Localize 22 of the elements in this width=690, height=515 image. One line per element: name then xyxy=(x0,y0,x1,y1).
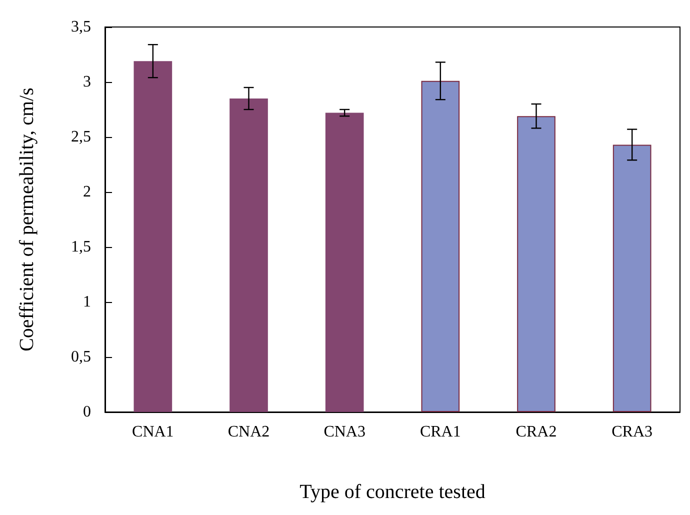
x-tick-label: CRA1 xyxy=(420,424,461,440)
x-tick-label: CRA2 xyxy=(516,424,557,440)
x-axis-title: Type of concrete tested xyxy=(300,481,486,503)
y-tick-label: 0,5 xyxy=(71,348,91,366)
y-tick-label: 1 xyxy=(83,294,91,310)
bar xyxy=(325,112,364,412)
x-tick-label: CNA1 xyxy=(132,424,174,440)
y-tick-label: 3 xyxy=(83,74,91,90)
y-tick-label: 3,5 xyxy=(71,18,91,36)
y-tick-label: 1,5 xyxy=(71,238,91,256)
bar xyxy=(517,116,556,412)
y-axis-title: Coefficient of permeability, cm/s xyxy=(16,87,38,352)
bar xyxy=(134,61,172,412)
y-tick-label: 0 xyxy=(83,404,91,420)
bar xyxy=(612,144,652,412)
y-tick-label: 2 xyxy=(83,184,91,200)
bar xyxy=(421,80,460,412)
x-tick-label: CRA3 xyxy=(612,424,653,440)
y-tick-label: 2,5 xyxy=(71,128,91,146)
x-tick-label: CNA2 xyxy=(228,424,270,440)
bar xyxy=(230,98,268,412)
x-tick-label: CNA3 xyxy=(324,424,366,440)
